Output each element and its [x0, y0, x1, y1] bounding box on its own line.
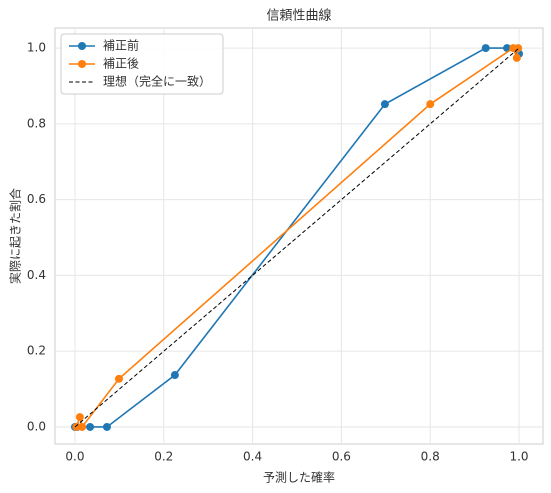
y-tick-label: 0.0: [27, 419, 46, 433]
x-tick-label: 0.2: [154, 450, 173, 464]
point: [426, 100, 435, 109]
point: [170, 371, 179, 380]
y-tick-label: 0.2: [27, 344, 46, 358]
legend-label: 補正後: [103, 57, 139, 71]
legend-marker: [78, 42, 86, 50]
y-tick-label: 0.6: [27, 192, 46, 206]
point: [114, 374, 123, 383]
point: [380, 100, 389, 109]
y-tick-label: 1.0: [27, 41, 46, 55]
x-axis-label: 予測した確率: [263, 470, 335, 485]
legend-box: [60, 33, 224, 95]
legend-marker: [78, 60, 86, 68]
point: [72, 422, 81, 431]
point: [86, 422, 95, 431]
x-tick-label: 0.6: [332, 450, 351, 464]
legend-label: 理想（完全に一致）: [103, 74, 211, 89]
x-tick-label: 0.0: [65, 450, 84, 464]
y-tick-label: 0.8: [27, 116, 46, 130]
legend-label: 補正前: [103, 38, 139, 53]
x-tick-label: 0.8: [421, 450, 440, 464]
y-axis-label: 実際に起きた割合: [8, 188, 23, 284]
point: [78, 422, 87, 431]
y-tick-label: 0.4: [27, 268, 46, 282]
x-tick-label: 0.4: [243, 450, 262, 464]
point: [481, 44, 490, 53]
point: [512, 53, 521, 62]
chart-title: 信頼性曲線: [266, 8, 331, 24]
point: [102, 422, 111, 431]
x-tick-label: 1.0: [509, 450, 528, 464]
point: [75, 413, 84, 422]
